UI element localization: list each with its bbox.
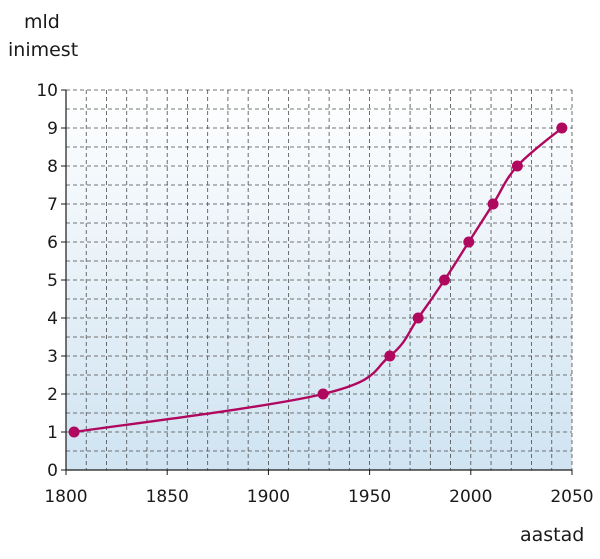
y-tick-label: 2 (47, 385, 58, 405)
y-tick-label: 1 (47, 423, 58, 443)
y-tick-label: 0 (47, 461, 58, 481)
data-point (384, 350, 396, 362)
data-point (556, 122, 568, 134)
y-tick-label: 8 (47, 157, 58, 177)
data-point (68, 426, 80, 438)
y-tick-labels: 0 1 2 3 4 5 6 7 8 9 10 (36, 81, 66, 481)
x-tick-label: 1800 (44, 487, 87, 507)
x-tick-labels: 1800 1850 1900 1950 2000 2050 (44, 470, 594, 507)
data-point (463, 236, 475, 248)
x-tick-label: 1900 (247, 487, 290, 507)
x-tick-label: 2000 (449, 487, 492, 507)
x-tick-label: 2050 (550, 487, 593, 507)
y-tick-label: 4 (47, 309, 58, 329)
data-point (317, 388, 329, 400)
y-axis-label-line-1: mld (24, 11, 60, 33)
data-point (487, 198, 499, 210)
y-tick-label: 3 (47, 347, 58, 367)
y-tick-label: 5 (47, 271, 58, 291)
data-points (68, 122, 568, 438)
y-tick-label: 7 (47, 195, 58, 215)
y-tick-label: 10 (36, 81, 58, 101)
y-axis-label-line-2: inimest (8, 39, 79, 61)
y-tick-label: 6 (47, 233, 58, 253)
y-tick-label: 9 (47, 119, 58, 139)
grid-lines (65, 89, 573, 471)
x-tick-label: 1850 (146, 487, 189, 507)
data-point (511, 160, 523, 172)
data-point (412, 312, 424, 324)
x-tick-label: 1950 (348, 487, 391, 507)
x-axis-label: aastad (520, 524, 585, 546)
series-line (72, 126, 564, 434)
data-point (438, 274, 450, 286)
